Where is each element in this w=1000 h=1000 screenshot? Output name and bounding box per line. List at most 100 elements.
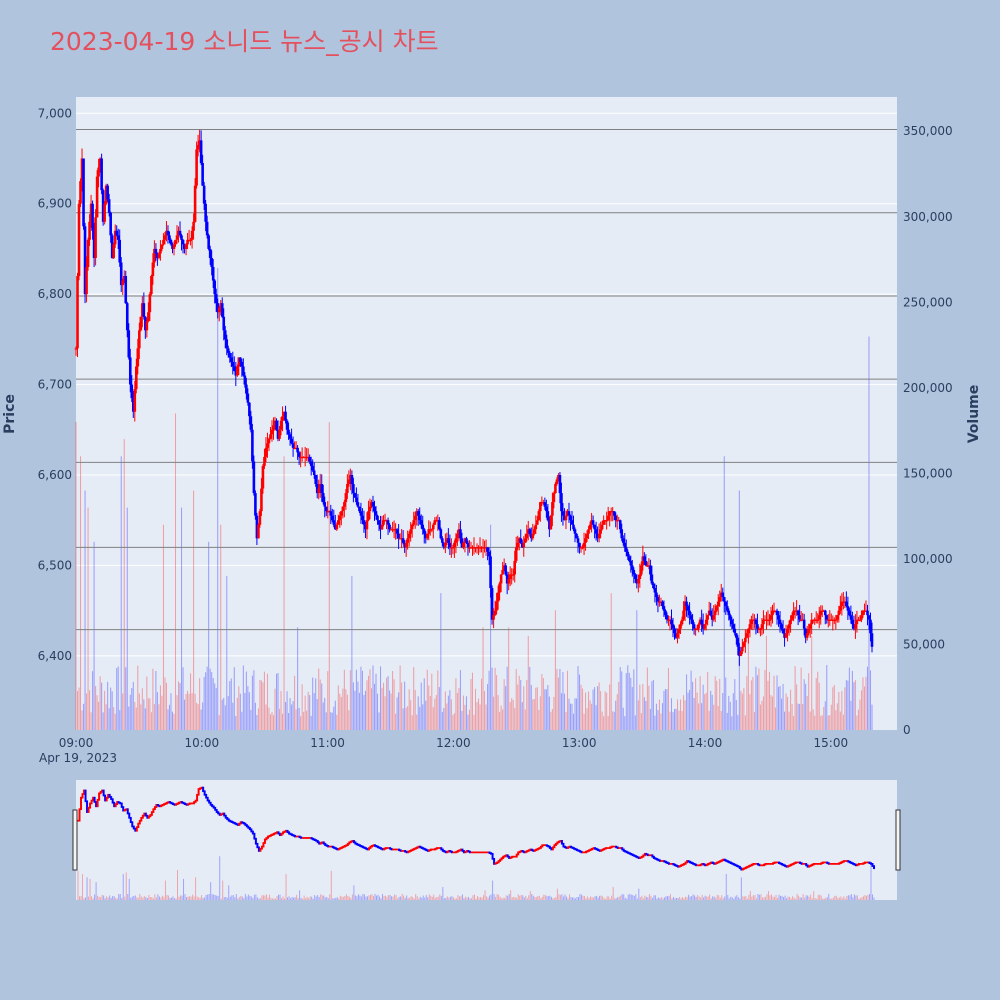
volume-bar (770, 695, 772, 730)
candle-body (460, 538, 464, 548)
volume-bar (673, 708, 676, 730)
volume-bar (168, 704, 170, 730)
candle-body (138, 330, 141, 349)
range-slider-volume-bar (499, 896, 501, 900)
volume-bar (407, 706, 409, 730)
volume-bar (803, 679, 805, 730)
volume-bar (551, 709, 553, 730)
x-tick-label: 14:00 (688, 736, 723, 750)
candle-body (579, 547, 583, 549)
volume-bar (129, 694, 131, 730)
range-slider-volume-bar (327, 898, 329, 900)
volume-bar (699, 676, 701, 730)
candle-body (116, 235, 120, 240)
range-slider-volume-bar (250, 896, 252, 900)
range-slider-volume-bar (564, 894, 566, 900)
range-slider-volume-bar (547, 896, 549, 900)
candle-body (94, 217, 97, 258)
volume-bar (664, 688, 666, 730)
range-slider-volume-bar (662, 898, 664, 900)
candle-body (735, 633, 738, 638)
candle-body (267, 438, 271, 444)
candle-body (679, 624, 682, 629)
candle-body (101, 190, 105, 222)
volume-bar (572, 713, 575, 730)
range-slider-volume-bar (576, 896, 578, 900)
candle-body (676, 633, 679, 638)
range-slider-volume-bar (656, 898, 658, 900)
range-slider-volume-bar (360, 896, 362, 900)
range-slider-volume-bar (826, 897, 828, 900)
volume-bar (405, 707, 407, 730)
candle-body (529, 533, 533, 539)
volume-bar (692, 681, 694, 730)
range-slider-volume-bar (246, 896, 248, 900)
range-slider-volume-bar (332, 898, 334, 900)
volume-bar (96, 695, 98, 730)
volume-bar (232, 702, 234, 730)
candle-body (664, 610, 667, 616)
range-slider-volume-bar (801, 897, 803, 900)
range-slider-volume-bar (633, 895, 635, 900)
candle-body (584, 538, 587, 543)
volume-bar (413, 667, 415, 730)
range-slider-volume-bar (766, 894, 768, 900)
volume-bar (477, 698, 480, 730)
candle-body (290, 438, 293, 444)
candle-body (542, 502, 545, 504)
candle-body (330, 515, 334, 521)
candle-body (724, 601, 728, 607)
range-slider-volume-bar (645, 896, 647, 900)
range-slider-volume-bar (858, 898, 860, 900)
candle-body (811, 619, 815, 621)
candle-body (300, 456, 304, 459)
price-tick-label: 7,000 (38, 106, 72, 120)
volume-bar (226, 576, 228, 730)
candle-body (721, 592, 725, 598)
range-slider-volume-bar (228, 885, 230, 900)
volume-bar (162, 524, 164, 730)
range-slider-volume-bar (742, 896, 744, 900)
range-slider-volume-bar (180, 895, 182, 900)
volume-bar (93, 541, 95, 730)
volume-bar (437, 670, 439, 730)
range-slider-volume-bar (100, 897, 102, 900)
volume-bar (657, 710, 659, 730)
volume-bar (351, 576, 353, 730)
candle-body (594, 529, 598, 534)
range-slider-volume-bar (271, 898, 273, 900)
candle-body (466, 542, 470, 548)
range-slider-volume-bar (728, 898, 730, 900)
volume-bar (613, 711, 615, 730)
price-tick-label: 6,900 (38, 197, 72, 211)
range-slider-volume-bar (91, 896, 93, 900)
range-slider-volume-bar (314, 895, 316, 900)
range-slider[interactable] (72, 780, 901, 900)
volume-bar (190, 673, 192, 730)
range-slider-volume-bar (88, 896, 90, 900)
range-slider-volume-bar (452, 897, 454, 900)
volume-bar (512, 699, 514, 730)
candle-body (819, 610, 823, 616)
main-plot-area[interactable] (74, 97, 897, 730)
range-slider-volume-bar (238, 896, 240, 900)
candle-body (245, 384, 248, 394)
volume-bar (265, 704, 267, 730)
candle-body (355, 497, 358, 503)
candle-body (700, 619, 703, 625)
range-slider-volume-bar (492, 880, 494, 900)
volume-bar (224, 705, 226, 730)
volume-bar (173, 713, 175, 730)
volume-bar (853, 682, 855, 730)
volume-bar (865, 676, 867, 730)
candle-body (546, 511, 550, 521)
candle-body (201, 163, 204, 186)
candle-body (142, 303, 146, 317)
candle-body (558, 474, 562, 494)
volume-bar (521, 702, 523, 730)
volume-bar (553, 696, 555, 730)
volume-bar (579, 674, 581, 730)
range-slider-volume-bar (555, 896, 557, 900)
range-slider-volume-bar (278, 894, 280, 900)
candle-body (389, 529, 393, 531)
